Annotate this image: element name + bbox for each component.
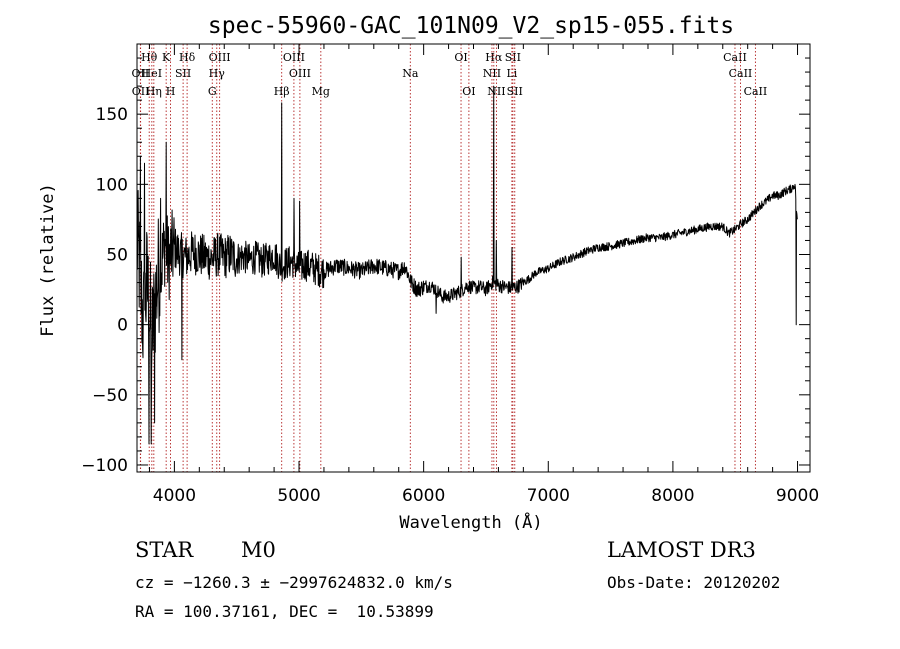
object-class: STAR bbox=[135, 538, 194, 562]
x-tick-label-0: 4000 bbox=[153, 486, 196, 506]
line-marker-label-25: CaII bbox=[723, 51, 747, 64]
spectrum-layer bbox=[136, 85, 798, 445]
x-tick-label-4: 8000 bbox=[651, 486, 694, 506]
line-marker-label-9: OIII bbox=[209, 51, 231, 64]
line-marker-label-16: Na bbox=[402, 67, 419, 80]
line-marker-label-27: CaII bbox=[744, 85, 768, 98]
line-marker-label-24: SII bbox=[507, 85, 523, 98]
y-tick-label-5: 150 bbox=[96, 105, 128, 125]
line-marker-label-23: Li bbox=[506, 67, 517, 80]
line-marker-label-10: Hγ bbox=[209, 67, 226, 80]
y-tick-label-0: −100 bbox=[81, 456, 128, 476]
spectrum-line bbox=[136, 85, 798, 445]
line-marker-label-3: HeI bbox=[142, 67, 162, 80]
redshift-velocity: cz = −1260.3 ± −2997624832.0 km/s bbox=[135, 573, 453, 592]
coordinates: RA = 100.37161, DEC = 10.53899 bbox=[135, 602, 434, 621]
x-tick-label-3: 7000 bbox=[527, 486, 570, 506]
y-tick-label-2: 0 bbox=[117, 316, 128, 336]
line-marker-label-1: OII bbox=[132, 85, 150, 98]
line-marker-label-14: Hβ bbox=[274, 85, 290, 98]
x-tick-label-1: 5000 bbox=[277, 486, 320, 506]
line-marker-label-11: G bbox=[208, 85, 217, 98]
y-tick-label-3: 50 bbox=[106, 245, 128, 265]
x-axis-label: Wavelength (Å) bbox=[399, 511, 542, 533]
line-marker-label-12: OIII bbox=[283, 51, 305, 64]
object-subclass: M0 bbox=[241, 538, 276, 562]
line-marker-label-7: H bbox=[166, 85, 176, 98]
line-marker-label-2: Hθ bbox=[141, 51, 158, 64]
line-marker-label-22: SII bbox=[505, 51, 521, 64]
line-marker-label-20: NII bbox=[483, 67, 501, 80]
line-marker-label-19: Hα bbox=[485, 51, 503, 64]
line-marker-label-5: K bbox=[162, 51, 171, 64]
line-marker-label-18: OI bbox=[462, 85, 475, 98]
x-tick-label-2: 6000 bbox=[402, 486, 445, 506]
x-tick-label-5: 9000 bbox=[776, 486, 819, 506]
survey-label: LAMOST DR3 bbox=[607, 538, 756, 562]
line-marker-label-13: OIII bbox=[289, 67, 311, 80]
line-marker-label-21: NII bbox=[487, 85, 505, 98]
line-marker-label-15: Mg bbox=[312, 85, 330, 98]
line-marker-label-6: SII bbox=[175, 67, 191, 80]
chart-title: spec-55960-GAC_101N09_V2_sp15-055.fits bbox=[208, 13, 734, 39]
line-marker-label-4: Hη bbox=[146, 85, 162, 98]
line-marker-label-17: OI bbox=[454, 51, 467, 64]
observation-date: Obs-Date: 20120202 bbox=[607, 573, 781, 592]
line-marker-label-8: Hδ bbox=[179, 51, 196, 64]
axes-layer: 4000 5000 6000 7000 8000 9000 −100 −50 0 50 100 150 bbox=[81, 43, 819, 506]
y-tick-label-1: −50 bbox=[92, 386, 128, 406]
y-axis-label: Flux (relative) bbox=[38, 183, 58, 337]
y-tick-label-4: 100 bbox=[96, 175, 128, 195]
line-marker-label-26: CaII bbox=[729, 67, 753, 80]
